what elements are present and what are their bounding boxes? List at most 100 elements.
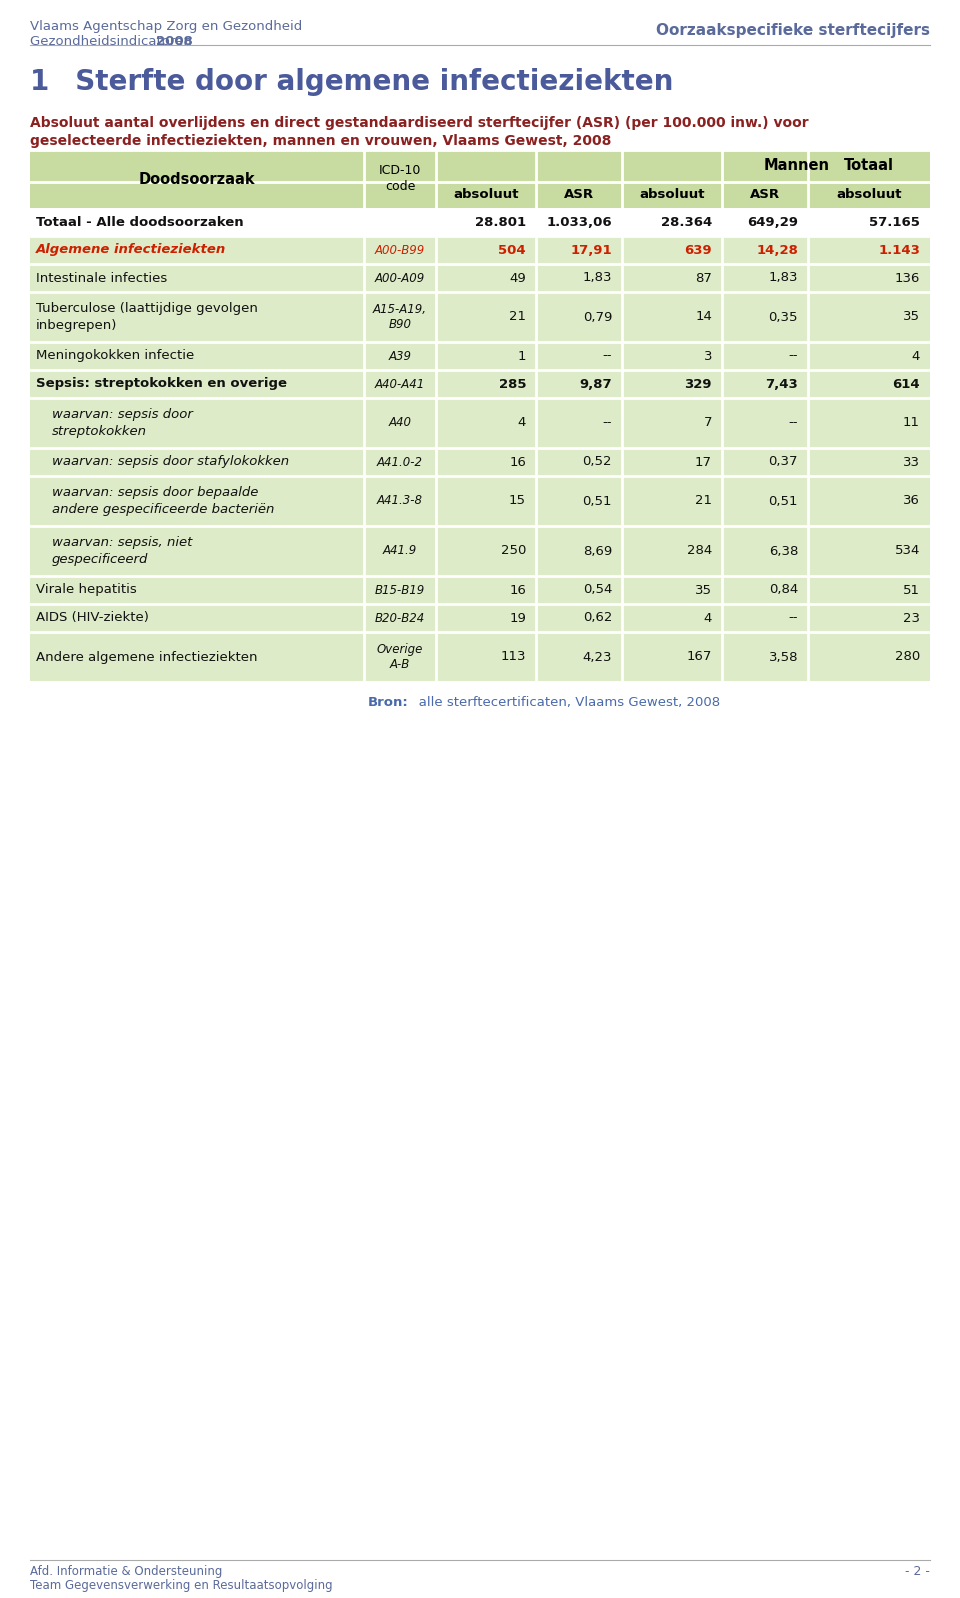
Bar [30,208,930,237]
Text: 649,29: 649,29 [747,216,798,229]
Text: Intestinale infecties: Intestinale infecties [36,272,167,284]
Bar [30,604,930,631]
Text: 16: 16 [509,583,526,596]
Text: 1.033,06: 1.033,06 [546,216,612,229]
Text: 250: 250 [500,545,526,558]
Text: waarvan: sepsis door
streptokokken: waarvan: sepsis door streptokokken [52,407,193,438]
Text: 14,28: 14,28 [756,243,798,257]
Bar [30,342,930,371]
Text: B20-B24: B20-B24 [374,612,425,625]
Text: 33: 33 [903,455,920,468]
Text: waarvan: sepsis door bepaalde
andere gespecificeerde bacteriën: waarvan: sepsis door bepaalde andere ges… [52,486,275,516]
Text: 49: 49 [509,272,526,284]
Text: 534: 534 [895,545,920,558]
Text: absoluut: absoluut [836,189,901,201]
Text: 3,58: 3,58 [769,650,798,663]
Text: 0,52: 0,52 [583,455,612,468]
Text: 17,91: 17,91 [570,243,612,257]
Text: 3: 3 [704,350,712,363]
Text: 11: 11 [903,417,920,430]
Text: 87: 87 [695,272,712,284]
Text: 15: 15 [509,494,526,508]
Text: --: -- [788,350,798,363]
Text: Meningokokken infectie: Meningokokken infectie [36,350,194,363]
Text: ICD-10
code: ICD-10 code [379,165,421,193]
Text: 1,83: 1,83 [769,272,798,284]
Text: 329: 329 [684,377,712,390]
Text: Afd. Informatie & Ondersteuning: Afd. Informatie & Ondersteuning [30,1564,223,1577]
Text: Bron:: Bron: [368,697,409,710]
Text: 19: 19 [509,612,526,625]
Text: Doodsoorzaak: Doodsoorzaak [138,171,255,187]
Text: 2008: 2008 [156,35,193,48]
Text: 4: 4 [517,417,526,430]
Text: Sterfte door algemene infectieziekten: Sterfte door algemene infectieziekten [56,69,673,96]
Text: 0,54: 0,54 [583,583,612,596]
Text: 23: 23 [903,612,920,625]
Text: 1,83: 1,83 [583,272,612,284]
Text: 4: 4 [912,350,920,363]
Text: 17: 17 [695,455,712,468]
Text: waarvan: sepsis, niet
gespecificeerd: waarvan: sepsis, niet gespecificeerd [52,537,192,566]
Text: Gezondheidsindicatoren: Gezondheidsindicatoren [30,35,196,48]
Text: ASR: ASR [750,189,780,201]
Text: 1.143: 1.143 [878,243,920,257]
Text: Absoluut aantal overlijdens en direct gestandaardiseerd sterftecijfer (ASR) (per: Absoluut aantal overlijdens en direct ge… [30,117,808,129]
Text: Algemene infectieziekten: Algemene infectieziekten [36,243,227,257]
Bar [30,526,930,575]
Text: 57.165: 57.165 [869,216,920,229]
Text: 285: 285 [498,377,526,390]
Bar [30,264,930,292]
Text: A39: A39 [389,350,412,363]
Text: - 2 -: - 2 - [905,1564,930,1577]
Text: A15-A19,
B90: A15-A19, B90 [373,302,427,331]
Text: 51: 51 [903,583,920,596]
Text: Virale hepatitis: Virale hepatitis [36,583,136,596]
Text: 0,62: 0,62 [583,612,612,625]
Text: AIDS (HIV-ziekte): AIDS (HIV-ziekte) [36,612,149,625]
Bar [30,476,930,526]
Text: 136: 136 [895,272,920,284]
Text: 614: 614 [893,377,920,390]
Text: absoluut: absoluut [453,189,518,201]
Text: 167: 167 [686,650,712,663]
Text: 35: 35 [903,310,920,323]
Text: 4,23: 4,23 [583,650,612,663]
Text: Overige
A-B: Overige A-B [377,642,423,671]
Text: 16: 16 [509,455,526,468]
Text: Sepsis: streptokokken en overige: Sepsis: streptokokken en overige [36,377,287,390]
Text: 28.801: 28.801 [475,216,526,229]
Text: 284: 284 [686,545,712,558]
Text: --: -- [603,350,612,363]
Text: --: -- [603,417,612,430]
Text: 4: 4 [704,612,712,625]
Text: A41.0-2: A41.0-2 [377,455,423,468]
Text: 35: 35 [695,583,712,596]
Bar [30,150,930,208]
Text: waarvan: sepsis door stafylokokken: waarvan: sepsis door stafylokokken [52,455,289,468]
Text: geselecteerde infectieziekten, mannen en vrouwen, Vlaams Gewest, 2008: geselecteerde infectieziekten, mannen en… [30,134,612,149]
Text: 0,51: 0,51 [583,494,612,508]
Text: alle sterftecertificaten, Vlaams Gewest, 2008: alle sterftecertificaten, Vlaams Gewest,… [406,697,720,710]
Text: 36: 36 [903,494,920,508]
Bar [30,631,930,682]
Text: B15-B19: B15-B19 [374,583,425,596]
Text: 21: 21 [695,494,712,508]
Text: Oorzaakspecifieke sterftecijfers: Oorzaakspecifieke sterftecijfers [656,22,930,38]
Text: 6,38: 6,38 [769,545,798,558]
Text: 0,51: 0,51 [769,494,798,508]
Bar [30,371,930,398]
Text: A40-A41: A40-A41 [374,377,425,390]
Text: A00-A09: A00-A09 [374,272,425,284]
Text: --: -- [788,612,798,625]
Text: A41.3-8: A41.3-8 [377,494,423,508]
Text: 0,84: 0,84 [769,583,798,596]
Text: Tuberculose (laattijdige gevolgen
inbegrepen): Tuberculose (laattijdige gevolgen inbegr… [36,302,258,332]
Text: 1: 1 [517,350,526,363]
Text: Team Gegevensverwerking en Resultaatsopvolging: Team Gegevensverwerking en Resultaatsopv… [30,1579,332,1592]
Text: 9,87: 9,87 [580,377,612,390]
Text: ASR: ASR [564,189,594,201]
Text: 8,69: 8,69 [583,545,612,558]
Text: 113: 113 [500,650,526,663]
Text: 0,35: 0,35 [769,310,798,323]
